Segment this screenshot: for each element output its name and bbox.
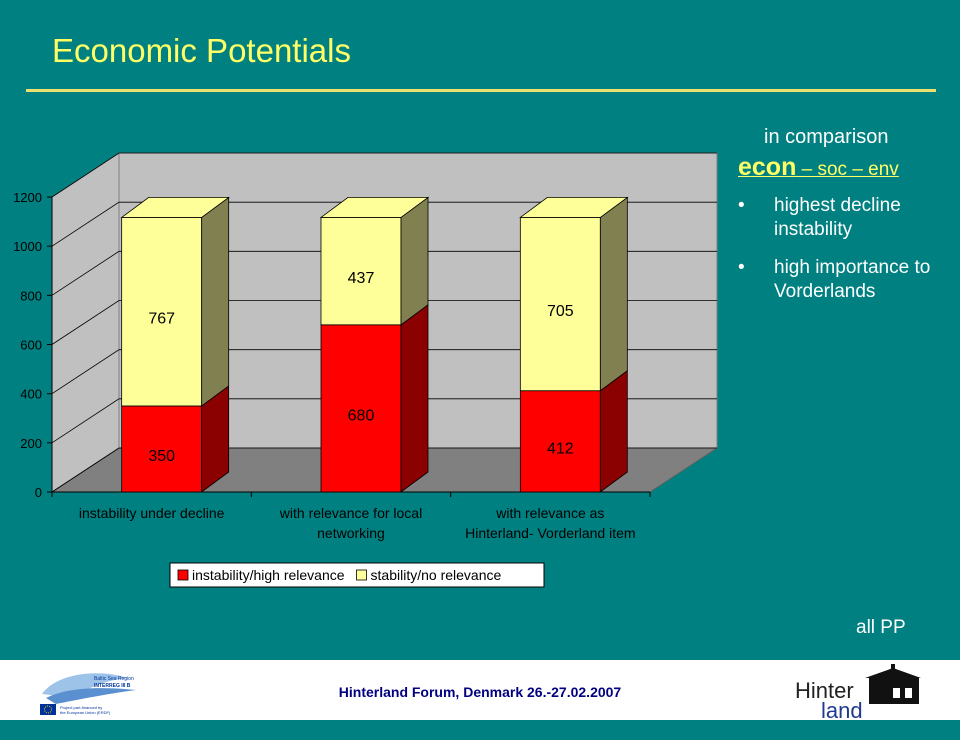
bar-front [519,217,601,392]
bullet-item: • high importance to Vorderlands [738,256,953,304]
logo-text: INTERREG III B [94,683,131,689]
bar-side [201,196,230,407]
footer-bar: Baltic Sea Region INTERREG III B Project… [0,660,960,720]
bullet-text: highest decline instability [774,195,901,240]
chart-gridlines [51,152,717,493]
bullet-text: high importance to Vorderlands [774,257,931,302]
data-label: 437 [348,270,375,287]
logo-text: the European Union (ERDF) [60,710,111,715]
data-label: 705 [547,303,574,320]
gridline [51,300,717,345]
data-label: 412 [547,440,574,457]
bar-top [319,197,430,218]
legend-label: stability/no relevance [371,567,502,583]
bar-front [320,324,402,493]
data-label: 680 [348,407,375,424]
legend-swatch [356,569,367,581]
data-label: 350 [148,448,175,465]
gridline [51,201,717,247]
y-tick-label: 800 [20,288,42,303]
bullet-item: • highest decline instability [738,194,953,242]
logo-text: Project part-financed by [60,705,102,710]
bullet-list: • highest decline instability • high impor… [738,194,953,304]
bullet-icon: • [738,195,745,216]
econ-label: econ [738,153,797,181]
bar-side [400,304,429,493]
chart-labels: 350 767 instability under decline 680 437 wit… [79,270,636,541]
bar-front [519,390,601,493]
bar-top [519,197,629,218]
x-tick-label: with relevance for local [279,505,422,521]
econ-soc-env-heading: econ – soc – env [738,153,953,182]
x-tick-label: networking [317,525,385,541]
gridline [51,152,717,198]
data-label: 767 [148,311,175,328]
bar-side [400,196,429,326]
soc-env-label: – soc – env [796,159,899,180]
legend-label: instability/high relevance [192,567,345,583]
eu-interreg-logo: Baltic Sea Region INTERREG III B Project… [40,673,136,715]
slide-title: Economic Potentials [52,32,351,69]
comparison-label: in comparison [764,126,889,148]
hinterland-logo-line2: land [821,698,863,718]
y-tick-label: 0 [35,485,42,500]
logo-text: Baltic Sea Region [94,676,134,682]
bar-front [320,217,402,326]
bar-side [599,369,628,493]
bar-side [599,196,628,392]
bar-front [121,405,203,493]
side-notes: in comparison econ – soc – env • highest … [738,126,953,318]
all-pp-label: all PP [856,617,906,638]
x-tick-label: with relevance as [495,505,604,521]
hinterland-logo-line1: Hinter [795,678,854,703]
y-tick-label: 1000 [13,239,42,254]
stacked-bar-chart: 0 200 400 600 800 1000 1200 350 767 instability … [13,152,719,588]
gridline [51,349,717,395]
legend-swatch [177,569,189,581]
y-tick-label: 1200 [13,190,42,205]
y-tick-label: 200 [20,436,42,451]
gridline [51,447,717,493]
gridline [51,250,717,296]
footer-text: Hinterland Forum, Denmark 26.-27.02.2007 [338,684,622,700]
chart-legend: instability/high relevance stability/no r… [169,562,545,588]
x-tick-label: instability under decline [79,505,225,521]
title-divider [26,89,936,92]
x-tick-label: Hinterland- Vorderland item [465,525,635,541]
hinterland-logo: Hinter land [795,664,921,718]
bullet-icon: • [738,257,745,278]
y-tick-label: 400 [20,387,42,402]
bar-top [120,197,230,218]
y-tick-label: 600 [20,338,42,353]
gridline [51,398,717,444]
chart-bars [120,196,629,493]
bar-front [121,217,203,407]
